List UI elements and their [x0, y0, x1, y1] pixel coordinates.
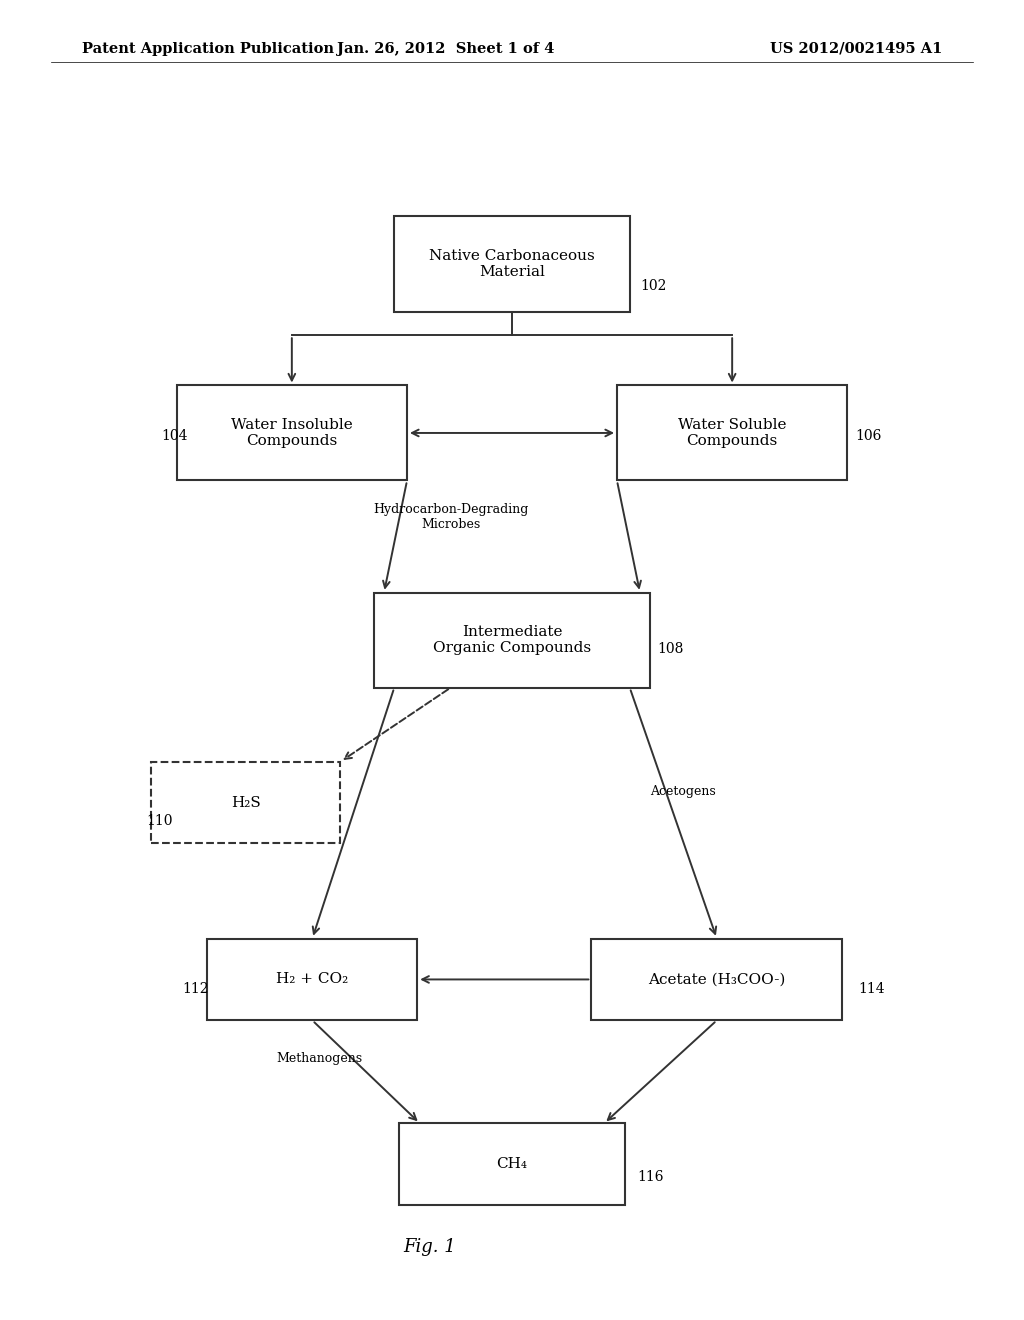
- Text: Native Carbonaceous
Material: Native Carbonaceous Material: [429, 249, 595, 279]
- Text: 106: 106: [855, 429, 882, 442]
- Text: 112: 112: [182, 982, 209, 995]
- FancyBboxPatch shape: [591, 939, 842, 1020]
- Text: Hydrocarbon-Degrading
Microbes: Hydrocarbon-Degrading Microbes: [373, 503, 528, 532]
- Text: Acetogens: Acetogens: [650, 785, 716, 799]
- Text: 116: 116: [637, 1171, 664, 1184]
- FancyBboxPatch shape: [399, 1123, 625, 1205]
- Text: Water Insoluble
Compounds: Water Insoluble Compounds: [231, 418, 352, 447]
- Text: 104: 104: [162, 429, 188, 442]
- Text: 102: 102: [640, 280, 667, 293]
- Text: H₂S: H₂S: [230, 796, 261, 809]
- FancyBboxPatch shape: [374, 593, 650, 688]
- Text: US 2012/0021495 A1: US 2012/0021495 A1: [770, 42, 942, 55]
- Text: Fig. 1: Fig. 1: [403, 1238, 457, 1257]
- FancyBboxPatch shape: [616, 385, 847, 480]
- Text: Jan. 26, 2012  Sheet 1 of 4: Jan. 26, 2012 Sheet 1 of 4: [337, 42, 554, 55]
- Text: Water Soluble
Compounds: Water Soluble Compounds: [678, 418, 786, 447]
- Text: 114: 114: [858, 982, 885, 995]
- FancyBboxPatch shape: [207, 939, 418, 1020]
- Text: Patent Application Publication: Patent Application Publication: [82, 42, 334, 55]
- Text: 110: 110: [146, 814, 173, 828]
- FancyBboxPatch shape: [394, 216, 630, 312]
- Text: 108: 108: [657, 643, 684, 656]
- Text: H₂ + CO₂: H₂ + CO₂: [276, 973, 348, 986]
- FancyBboxPatch shape: [152, 762, 340, 843]
- Text: Acetate (H₃COO-): Acetate (H₃COO-): [648, 973, 785, 986]
- Text: Methanogens: Methanogens: [276, 1052, 362, 1065]
- Text: Intermediate
Organic Compounds: Intermediate Organic Compounds: [433, 626, 591, 655]
- Text: CH₄: CH₄: [497, 1158, 527, 1171]
- FancyBboxPatch shape: [176, 385, 407, 480]
